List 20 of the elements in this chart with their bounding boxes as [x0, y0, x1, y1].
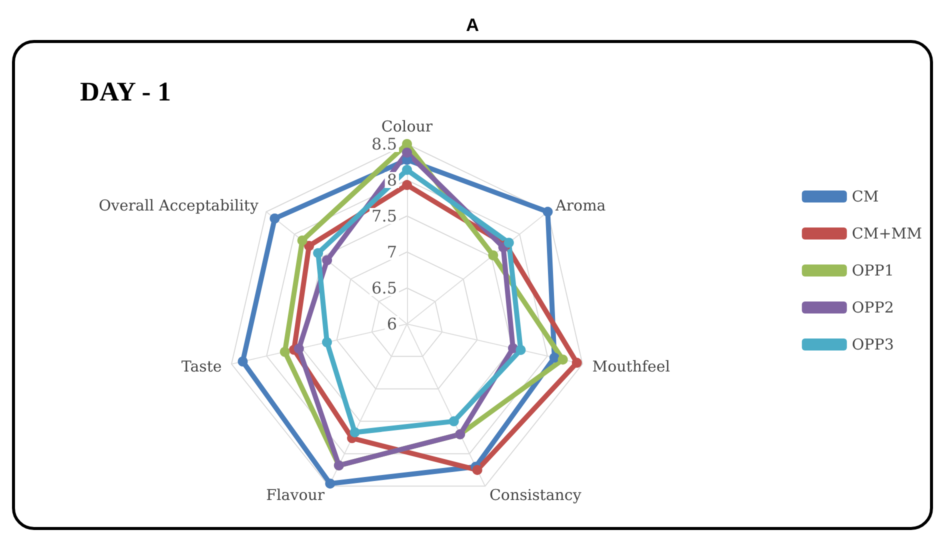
spoke-label: Taste	[181, 357, 222, 376]
y-tick-label: 8.5	[372, 134, 397, 154]
legend-label: OPP3	[852, 336, 894, 354]
spoke-label: Consistancy	[489, 486, 582, 504]
chart-subtitle: DAY - 1	[80, 76, 172, 106]
spoke-label: Mouthfeel	[592, 357, 670, 376]
spoke-label: Colour	[381, 118, 434, 136]
spoke-label: Overall Acceptability	[98, 196, 259, 215]
legend-label: CM	[852, 188, 879, 206]
y-tick-label: 7.5	[372, 206, 397, 226]
y-tick-label: 7	[386, 242, 397, 262]
legend-label: CM+MM	[852, 224, 922, 242]
y-tick-label: 8	[386, 170, 397, 190]
spoke-label: Aroma	[554, 196, 606, 215]
chart-title: A	[466, 15, 479, 35]
y-tick-label: 6	[386, 314, 397, 334]
spoke-label: Flavour	[266, 486, 326, 504]
legend-label: OPP2	[852, 298, 894, 316]
legend-label: OPP1	[852, 262, 894, 280]
y-tick-label: 6.5	[372, 278, 397, 298]
